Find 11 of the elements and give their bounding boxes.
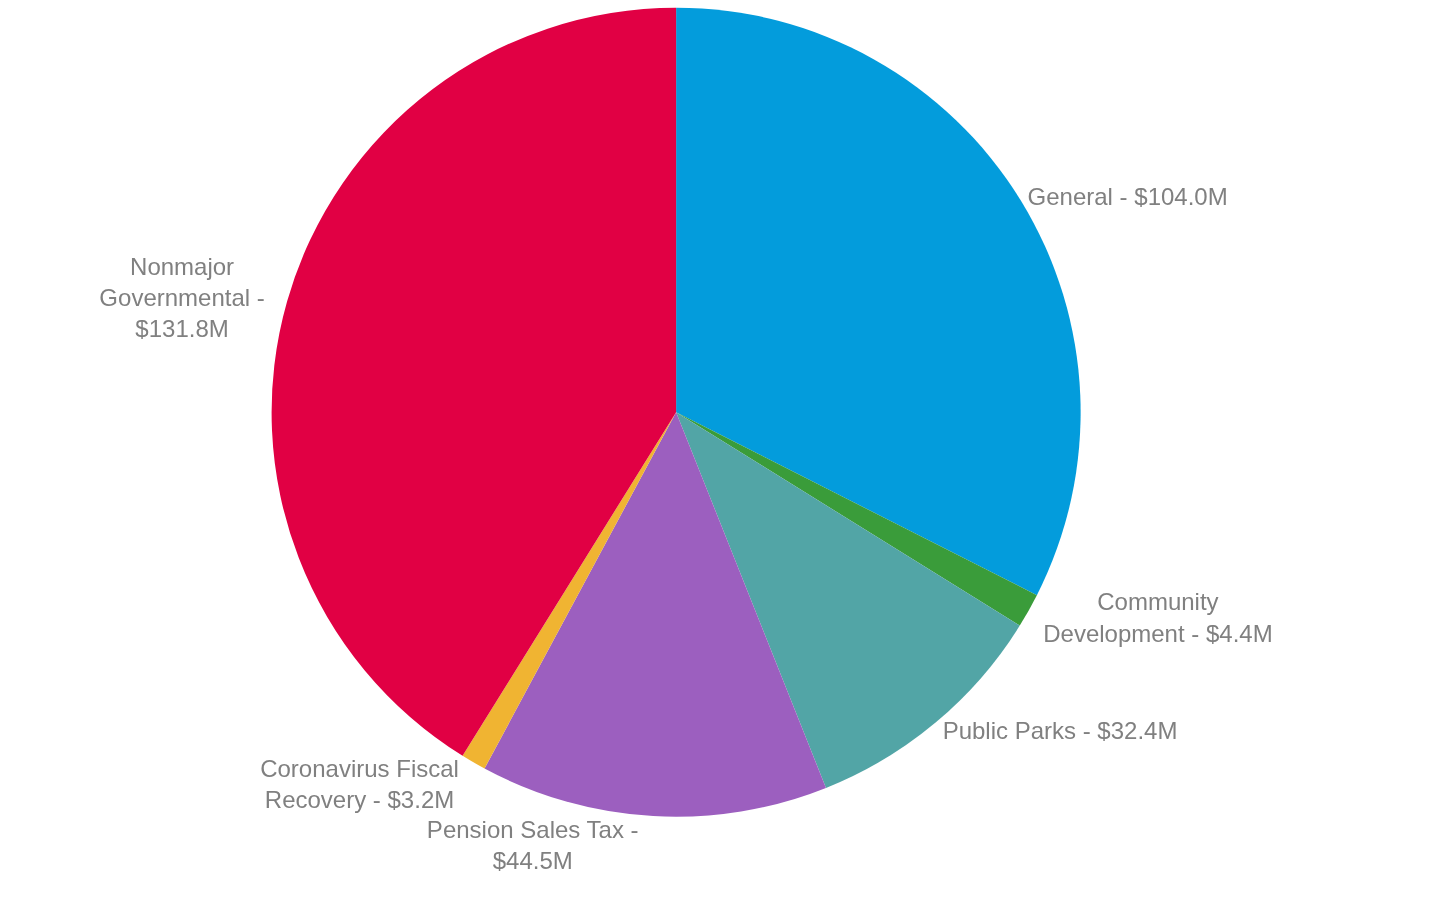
pie-slice — [271, 7, 677, 756]
slice-label: Community Development - $4.4M — [1043, 588, 1273, 647]
slice-label: General - $104.0M — [1027, 183, 1228, 211]
pie-slice — [484, 412, 826, 817]
data-label: $131.8M — [135, 315, 229, 343]
slice-label: Nonmajor Governmental - — [99, 253, 265, 312]
data-label: $44.5M — [492, 847, 573, 875]
pie-slice — [676, 412, 1037, 626]
slice-label: Coronavirus Fiscal Recovery - $3.2M — [260, 755, 459, 814]
slice-label: Public Parks - $32.4M — [942, 716, 1178, 744]
slice-label: Pension Sales Tax - — [426, 815, 639, 843]
